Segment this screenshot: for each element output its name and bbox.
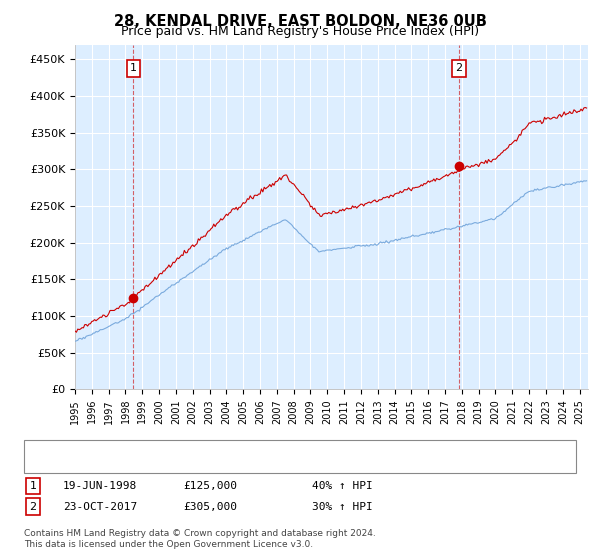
Text: £305,000: £305,000 <box>183 502 237 512</box>
Text: 2: 2 <box>29 502 37 512</box>
Text: 30% ↑ HPI: 30% ↑ HPI <box>312 502 373 512</box>
Text: 19-JUN-1998: 19-JUN-1998 <box>63 481 137 491</box>
Text: 2: 2 <box>455 63 462 73</box>
Text: 1: 1 <box>130 63 137 73</box>
Text: 28, KENDAL DRIVE, EAST BOLDON, NE36 0UB (detached house): 28, KENDAL DRIVE, EAST BOLDON, NE36 0UB … <box>63 447 418 457</box>
Text: Price paid vs. HM Land Registry's House Price Index (HPI): Price paid vs. HM Land Registry's House … <box>121 25 479 38</box>
Text: Contains HM Land Registry data © Crown copyright and database right 2024.
This d: Contains HM Land Registry data © Crown c… <box>24 529 376 549</box>
Text: 28, KENDAL DRIVE, EAST BOLDON, NE36 0UB: 28, KENDAL DRIVE, EAST BOLDON, NE36 0UB <box>113 14 487 29</box>
Text: ——: —— <box>33 445 48 459</box>
Text: 40% ↑ HPI: 40% ↑ HPI <box>312 481 373 491</box>
Text: 1: 1 <box>29 481 37 491</box>
Text: ——: —— <box>33 463 48 476</box>
Text: 23-OCT-2017: 23-OCT-2017 <box>63 502 137 512</box>
Text: £125,000: £125,000 <box>183 481 237 491</box>
Text: HPI: Average price, detached house, South Tyneside: HPI: Average price, detached house, Sout… <box>63 464 354 474</box>
